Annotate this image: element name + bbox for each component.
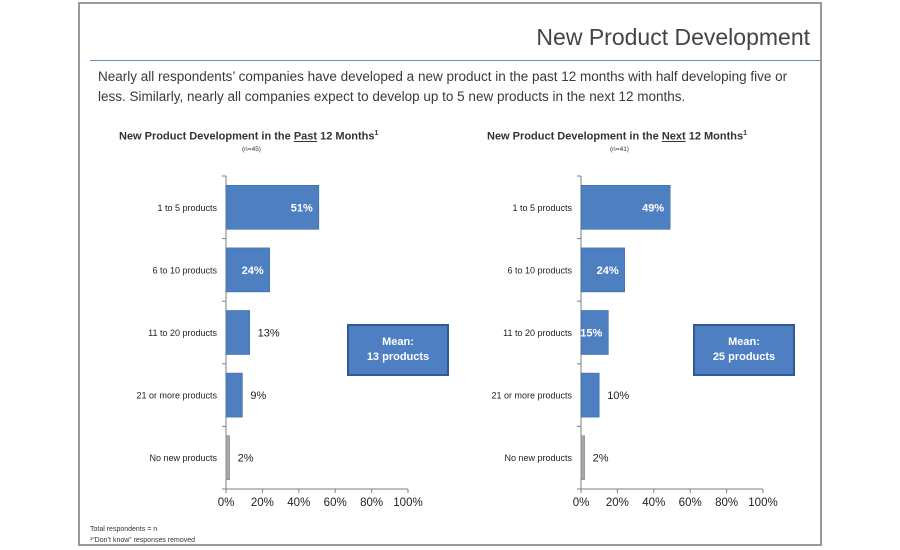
- category-label: 6 to 10 products: [152, 265, 217, 275]
- title-divider: [90, 60, 820, 61]
- x-tick-label: 40%: [287, 497, 310, 509]
- x-tick-label: 60%: [679, 497, 702, 509]
- chart-title-emphasis: Past: [293, 130, 318, 143]
- bar: [580, 185, 671, 230]
- x-tick-label: 40%: [642, 497, 665, 509]
- value-label: 2%: [593, 453, 609, 465]
- x-tick-label: 20%: [606, 497, 629, 509]
- bar: [225, 185, 320, 230]
- chart-n-next: (n=41): [610, 146, 629, 153]
- bar: [225, 435, 230, 481]
- chart-next-12-months: 0% 20% 40% 60% 80% 100% 1 to 5 products 49% 6 to…: [491, 175, 778, 509]
- category-label: 1 to 5 products: [157, 203, 217, 213]
- x-tick-label: 100%: [393, 497, 422, 509]
- category-label: 6 to 10 products: [507, 265, 572, 275]
- value-label: 24%: [597, 265, 619, 277]
- chart-title-footnote-mark: 1: [374, 130, 379, 137]
- chart-title-suffix: 12 Months: [317, 130, 375, 143]
- value-label: 10%: [607, 390, 629, 402]
- category-label: 21 or more products: [491, 391, 572, 401]
- category-label: 11 to 20 products: [148, 328, 217, 338]
- value-label: 15%: [580, 328, 602, 340]
- x-tick-label: 100%: [748, 497, 777, 509]
- x-tick-label: 60%: [324, 497, 347, 509]
- chart-title-past: New Product Development in the Past 12 M…: [119, 130, 378, 143]
- mean-box-next: Mean: 25 products: [693, 324, 795, 376]
- bar: [580, 372, 600, 418]
- bar: [580, 247, 625, 293]
- mean-value: 25 products: [712, 351, 776, 363]
- mean-label: Mean:: [382, 336, 414, 348]
- bar: [580, 310, 609, 355]
- chart-title-suffix: 12 Months: [685, 130, 744, 143]
- bar: [225, 310, 250, 355]
- value-label: 49%: [642, 202, 664, 214]
- category-label: 21 or more products: [136, 391, 217, 401]
- bar: [225, 372, 243, 418]
- chart-title-prefix: New Product Development in the: [487, 130, 662, 143]
- chart-past-12-months: 0% 20% 40% 60% 80% 100% 1 to 5 products 51% 6 to…: [136, 175, 423, 509]
- chart-n-past: (n=45): [242, 146, 261, 153]
- value-label: 2%: [238, 453, 254, 465]
- value-label: 24%: [242, 265, 264, 277]
- chart-title-footnote-mark: 1: [743, 130, 748, 137]
- chart-title-next: New Product Development in the Next 12 M…: [487, 130, 747, 143]
- slide-title: New Product Development: [536, 24, 810, 50]
- category-label: No new products: [149, 453, 217, 463]
- category-label: No new products: [504, 453, 572, 463]
- mean-label: Mean:: [728, 336, 760, 348]
- mean-box-past: Mean: 13 products: [347, 324, 449, 376]
- x-tick-label: 0%: [573, 497, 590, 509]
- value-label: 13%: [258, 328, 280, 340]
- bar: [225, 247, 270, 293]
- x-tick-label: 80%: [360, 497, 383, 509]
- slide-frame: New Product Development Nearly all respo…: [78, 2, 822, 546]
- mean-value: 13 products: [366, 351, 430, 363]
- value-label: 51%: [291, 202, 313, 214]
- footnote-dont-know: ¹“Don’t know” responses removed: [90, 537, 196, 544]
- intro-text: Nearly all respondents’ companies have d…: [98, 69, 788, 104]
- x-tick-label: 20%: [251, 497, 274, 509]
- category-label: 11 to 20 products: [503, 328, 572, 338]
- bar: [580, 435, 585, 481]
- footnote-total-respondents: Total respondents = n: [90, 526, 158, 533]
- chart-title-prefix: New Product Development in the: [119, 130, 294, 143]
- x-tick-label: 0%: [218, 497, 235, 509]
- x-tick-label: 80%: [715, 497, 738, 509]
- chart-title-emphasis: Next: [661, 130, 686, 143]
- category-label: 1 to 5 products: [512, 203, 572, 213]
- value-label: 9%: [250, 390, 266, 402]
